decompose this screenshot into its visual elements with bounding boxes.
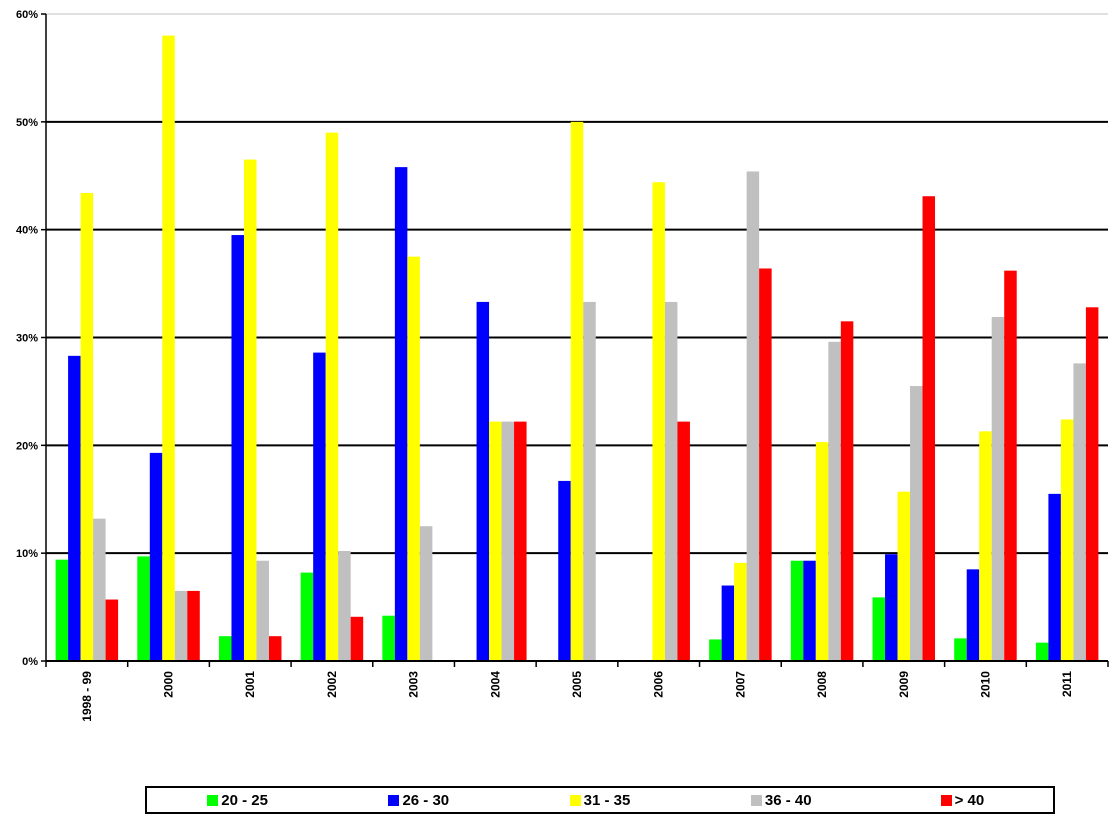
bar: [803, 560, 816, 661]
bar: [80, 193, 94, 661]
bar: [350, 616, 364, 661]
legend-label: 26 - 30: [402, 791, 450, 809]
bar: [149, 452, 163, 661]
legend-label: > 40: [954, 791, 985, 809]
x-tick-label: 2011: [1060, 671, 1074, 697]
bar: [514, 421, 527, 661]
bar: [759, 268, 772, 661]
y-tick-label: 10%: [16, 548, 38, 560]
bar: [268, 636, 282, 661]
x-tick-label: 2002: [325, 671, 339, 698]
x-tick-label: 2007: [733, 671, 747, 698]
x-tick-label: 2006: [652, 671, 666, 698]
bar: [68, 355, 81, 661]
x-tick-label: 2003: [407, 671, 421, 698]
y-tick-label: 20%: [16, 440, 38, 452]
bar: [954, 638, 967, 661]
bar: [174, 590, 188, 661]
legend-swatch: [207, 794, 219, 806]
bar: [922, 196, 936, 661]
bar: [382, 615, 395, 661]
x-tick-label: 2001: [243, 671, 257, 698]
bar: [966, 569, 980, 661]
y-tick-label: 40%: [16, 225, 38, 237]
bar: [1048, 493, 1061, 661]
legend-label: 31 - 35: [583, 791, 631, 809]
x-tick-label: 2000: [162, 671, 176, 698]
legend-item: 26 - 30: [328, 792, 509, 809]
bar: [256, 560, 269, 661]
bar: [313, 352, 326, 661]
legend-swatch: [940, 794, 952, 806]
legend-label: 36 - 40: [764, 791, 812, 809]
bar: [93, 518, 106, 661]
bar: [243, 159, 257, 661]
bar: [872, 597, 886, 661]
bar: [489, 421, 502, 661]
bar: [897, 491, 911, 661]
bar: [187, 590, 200, 661]
bar: [815, 442, 829, 661]
bar: [885, 554, 898, 661]
bar: [709, 639, 722, 661]
bar: [721, 585, 735, 661]
y-tick-label: 50%: [16, 117, 38, 129]
legend-item: > 40: [872, 792, 1053, 809]
bar: [394, 167, 408, 661]
bar: [1085, 307, 1099, 661]
bar: [790, 560, 804, 661]
x-tick-label: 2004: [488, 671, 502, 698]
bar: [105, 599, 119, 661]
bar: [840, 321, 854, 661]
y-axis: 0% 10% 20% 30% 40% 50% 60%: [16, 9, 47, 668]
bar: [162, 35, 175, 662]
x-tick-label: 2009: [897, 671, 911, 698]
legend-item: 36 - 40: [691, 792, 872, 809]
legend-swatch: [750, 794, 762, 806]
x-tick-label: 2008: [815, 671, 829, 698]
bar: [325, 132, 339, 661]
bar: [910, 386, 923, 661]
bar: [664, 301, 678, 661]
bar: [231, 235, 244, 661]
x-axis: 1998 - 99 2000 2001 2002 2003 2004 2005 2006 200…: [45, 660, 1109, 722]
bar: [583, 301, 596, 661]
bar: [570, 121, 584, 662]
x-tick-label: 2005: [570, 671, 584, 698]
bar: [734, 562, 747, 661]
bar: [1073, 363, 1086, 661]
y-tick-label: 60%: [16, 9, 38, 21]
bar: [1004, 270, 1017, 661]
y-tick-label: 30%: [16, 333, 38, 345]
bar: [501, 421, 515, 661]
x-tick-label: 2010: [978, 671, 992, 698]
bar: [979, 431, 992, 661]
bar: [677, 421, 690, 661]
y-tick-label: 0%: [22, 656, 38, 668]
bar: [558, 480, 571, 661]
bar: [746, 171, 760, 662]
bar: [1035, 642, 1049, 661]
bar: [407, 256, 420, 661]
bar: [991, 317, 1005, 661]
legend-item: 20 - 25: [147, 792, 328, 809]
bar: [218, 636, 232, 661]
bar-chart: 0% 10% 20% 30% 40% 50% 60% 1998 - 99 2000 2001 20…: [16, 9, 1109, 722]
x-tick-label: 1998 - 99: [80, 671, 94, 722]
bar: [828, 341, 841, 661]
bar: [55, 559, 69, 661]
bar: [1060, 419, 1074, 661]
bar: [300, 572, 314, 661]
bar: [338, 551, 351, 661]
bar: [419, 526, 433, 661]
legend-label: 20 - 25: [221, 791, 268, 809]
bar: [476, 301, 490, 661]
bars: [55, 35, 1099, 662]
legend-swatch: [388, 794, 400, 806]
legend: 20 - 25 26 - 30 31 - 35 36 - 40 > 40: [145, 786, 1055, 814]
bar: [652, 182, 665, 661]
bar: [137, 556, 150, 661]
legend-swatch: [569, 794, 581, 806]
legend-item: 31 - 35: [509, 792, 690, 809]
